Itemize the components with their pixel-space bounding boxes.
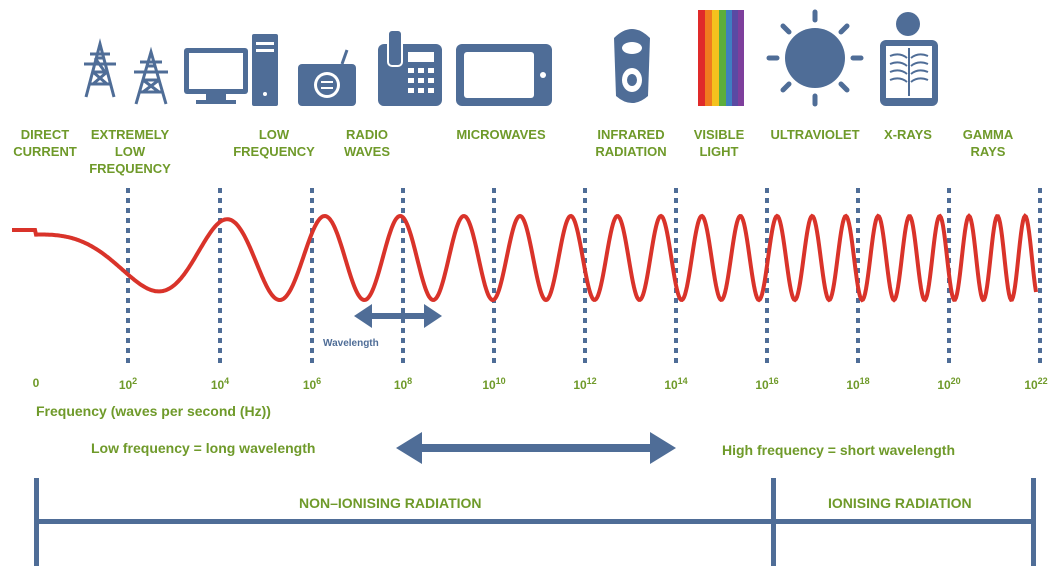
- category-label-microwaves: MICROWAVES: [456, 127, 546, 142]
- low-frequency-text: Low frequency = long wavelength: [91, 440, 316, 456]
- frequency-tick-label: 1014: [664, 376, 688, 392]
- non-ionising-label: NON–IONISING RADIATION: [299, 495, 482, 511]
- category-label-extremely-low-frequency: EXTREMELY LOW FREQUENCY: [89, 127, 171, 176]
- category-label-radio-waves: RADIO WAVES: [344, 127, 390, 159]
- ionising-label: IONISING RADIATION: [828, 495, 972, 511]
- wavelength-label: Wavelength: [323, 338, 379, 349]
- category-label-visible-light: VISIBLE LIGHT: [693, 127, 745, 159]
- category-label-x-rays: X-RAYS: [884, 127, 932, 142]
- category-label-infrared-radiation: INFRARED RADIATION: [595, 127, 667, 159]
- frequency-tick-label: 1018: [846, 376, 870, 392]
- phone-icon: [378, 29, 442, 106]
- frequency-tick-label: 108: [393, 376, 413, 392]
- frequency-tick-label: 1010: [482, 376, 506, 392]
- xray-person-icon: [880, 12, 938, 106]
- rainbow-spectrum-icon: [698, 10, 744, 106]
- frequency-tick-label: 104: [210, 376, 230, 392]
- category-label-gamma-rays: GAMMA RAYS: [962, 127, 1014, 159]
- radio-icon: [298, 49, 356, 106]
- power-pylons-icon: [84, 38, 168, 105]
- remote-control-icon: [614, 29, 650, 103]
- sun-icon: [766, 9, 864, 107]
- category-label-ultraviolet: ULTRAVIOLET: [770, 127, 860, 142]
- category-label-direct-current: DIRECT CURRENT: [13, 127, 77, 159]
- frequency-tick-label: 1016: [755, 376, 779, 392]
- high-frequency-text: High frequency = short wavelength: [722, 442, 955, 458]
- frequency-axis-label: Frequency (waves per second (Hz)): [36, 403, 271, 419]
- frequency-tick-label: 1020: [937, 376, 961, 392]
- computer-icon: [184, 34, 278, 106]
- em-wave: [12, 213, 1038, 303]
- category-label-low-frequency: LOW FREQUENCY: [233, 127, 315, 159]
- frequency-tick-label: 0: [32, 376, 40, 390]
- frequency-tick-label: 106: [302, 376, 322, 392]
- frequency-tick-label: 1022: [1024, 376, 1048, 392]
- frequency-direction-arrow: [396, 432, 676, 464]
- frequency-tick-label: 102: [118, 376, 138, 392]
- microwave-icon: [456, 44, 552, 106]
- frequency-tick-label: 1012: [573, 376, 597, 392]
- radiation-bracket: [34, 478, 1036, 566]
- wavelength-arrow: [354, 304, 442, 328]
